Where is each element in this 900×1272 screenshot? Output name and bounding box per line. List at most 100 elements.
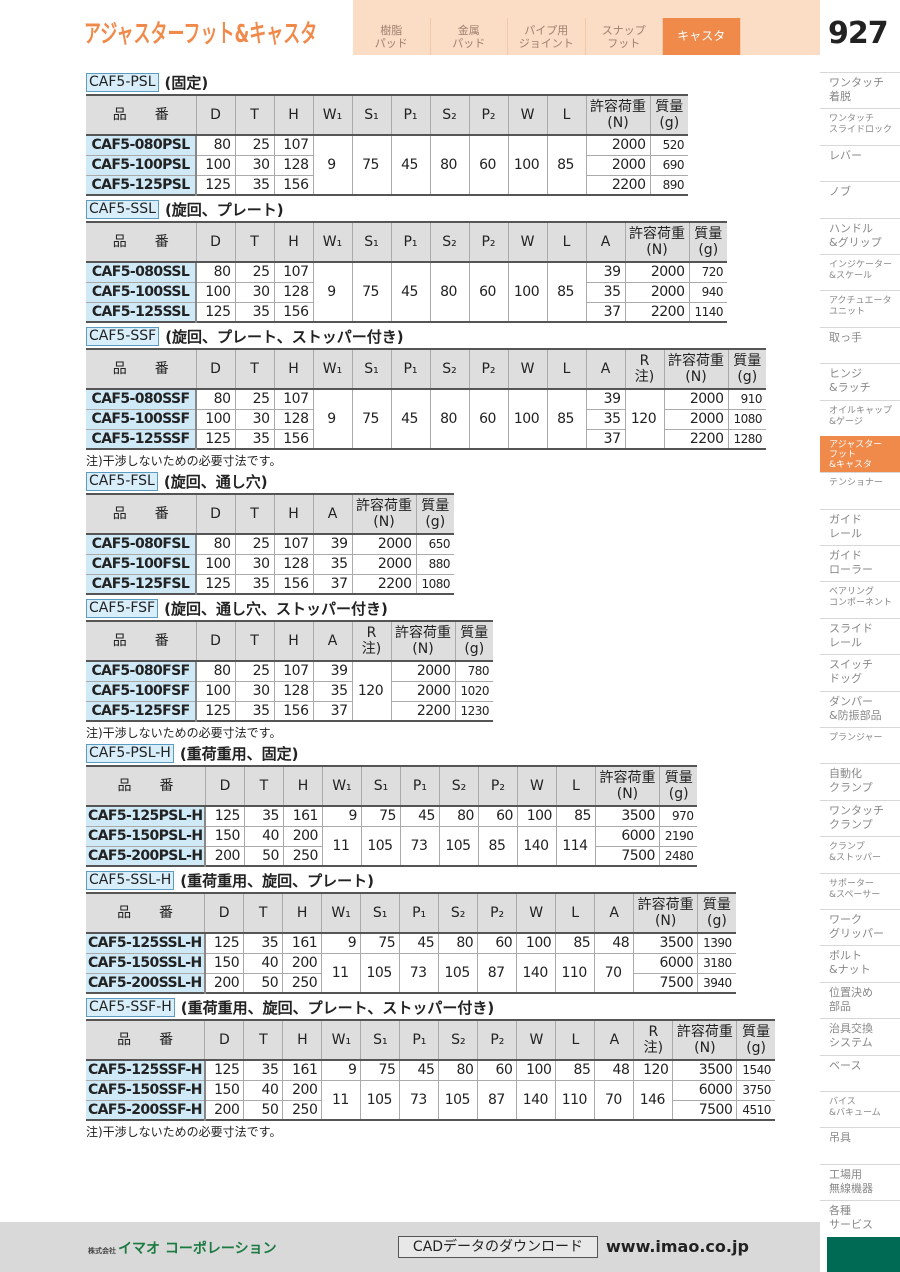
spec-value: 75 [360,933,400,954]
sidebar-item[interactable]: ワンタッチ スライドロック [820,108,900,144]
column-header: S₂ [429,95,469,136]
spec-value: 80 [195,389,235,410]
table-row: CAF5-100SSF 100 30 128 35 2000 1080 [86,409,766,430]
sidebar-item[interactable]: アクチュエータ ユニット [820,290,900,326]
sidebar-item[interactable]: ベース [820,1054,900,1091]
spec-value: 2480 [658,846,698,867]
column-header: W [516,1020,556,1061]
sidebar-item[interactable]: 工場用 無線機器 [820,1163,900,1200]
tab-1[interactable]: 金属 パッド [431,18,508,55]
column-header: 品 番 [86,766,206,807]
sidebar-item[interactable]: 各種 サービス [820,1200,900,1236]
spec-value: 35 [243,1060,283,1081]
cad-download-button[interactable]: CADデータのダウンロード [398,1236,598,1258]
tab-0[interactable]: 樹脂 パッド [353,18,431,55]
table-row: CAF5-080PSL 80 25 107 9 75 45 80 60 100 85 2000 520 [86,135,688,196]
series-code: CAF5-SSF [86,326,160,346]
sidebar-item[interactable]: ダンパー &防振部品 [820,690,900,727]
sidebar-item[interactable]: クランプ &ストッパー [820,836,900,872]
spec-value: 2000 [585,135,650,156]
table-row: CAF5-125SSF-H 125 35 161 9 75 45 80 60 100 85 48 120… [86,1060,775,1081]
spec-value: 128 [273,681,313,702]
table-row: CAF5-150SSF-H 150 40 200 11 105 73 105 87 140 110 7… [86,1080,775,1121]
column-header: P₂ [468,222,508,263]
sidebar-item[interactable]: レバー [820,144,900,181]
column-header: H [282,1020,322,1061]
column-header: D [195,494,235,535]
part-number: CAF5-100FSF [86,681,197,702]
spec-value: 650 [415,534,454,555]
sidebar-item[interactable]: ガイド ローラー [820,545,900,581]
sidebar-item[interactable]: 治具交換 システム [820,1018,900,1054]
spec-value: 73 [399,826,440,867]
table-row: CAF5-080FSL 80 25 107 39 2000 650 [86,534,454,555]
column-header: T [234,494,274,535]
tab-4[interactable]: キャスタ [663,18,741,55]
spec-value: 2200 [390,701,455,722]
spec-value: 128 [273,282,313,303]
column-header: D [204,766,245,807]
spec-value: 40 [243,953,283,974]
part-number: CAF5-200PSL-H [86,846,207,867]
spec-value: 35 [234,429,274,450]
column-header: A [312,621,352,662]
column-header: S₁ [360,893,400,934]
sidebar-item[interactable]: スイッチ ドッグ [820,654,900,690]
website-link[interactable]: www.imao.co.jp [606,1237,749,1256]
sidebar-item[interactable]: オイルキャップ &ゲージ [820,399,900,436]
spec-value: 30 [234,409,274,430]
spec-value: 35 [312,681,352,702]
spec-value: 1280 [727,429,766,450]
sidebar-item[interactable]: ヒンジ &ラッチ [820,363,900,399]
column-header: P₂ [477,1020,517,1061]
sidebar-item[interactable]: サポーター &スペーサー [820,872,900,909]
sidebar-item[interactable]: ハンドル &グリップ [820,217,900,254]
column-header: L [546,349,586,390]
sidebar-item[interactable]: ワンタッチ 着脱 [820,72,900,108]
column-header: P₂ [468,349,508,390]
sidebar-item[interactable]: 自動化 クランプ [820,763,900,799]
spec-value: 107 [273,661,313,682]
sidebar-item[interactable]: 取っ手 [820,326,900,363]
sidebar-item[interactable]: スライド レール [820,617,900,654]
column-header: T [234,621,274,662]
sidebar-item[interactable]: 吊具 [820,1127,900,1163]
part-number: CAF5-125PSL [86,175,197,196]
sidebar-item[interactable]: ボルト &ナット [820,945,900,981]
spec-value: 73 [399,1080,439,1121]
sidebar-item[interactable]: ノブ [820,181,900,217]
spec-value: 9 [312,389,352,450]
sidebar-item[interactable]: ワンタッチ クランプ [820,799,900,836]
spec-value: 39 [312,661,352,682]
table-header-row: 品 番 D T H W₁ S₁ P₁ S₂ P₂ W L 許容荷重 (N) 質量 (g) [86,766,698,807]
sidebar-item[interactable]: アジャスター フット &キャスタ [820,435,900,473]
sidebar-item[interactable]: ワーク グリッパー [820,908,900,945]
spec-value: 150 [204,953,244,974]
sidebar-item[interactable]: ガイド レール [820,508,900,545]
column-header: L [546,95,586,136]
part-number: CAF5-100SSF [86,409,197,430]
sidebar-footer-block [827,1237,900,1272]
section-title: CAF5-SSF-H (重荷重用、旋回、プレート、ストッパー付き) [86,997,816,1017]
sidebar-item[interactable]: 位置決め 部品 [820,981,900,1018]
table-row: CAF5-125PSL 125 35 156 2200 890 [86,175,688,196]
spec-value: 80 [195,135,235,156]
spec-value: 30 [234,681,274,702]
sidebar-item[interactable]: インジケーター &スケール [820,253,900,290]
spec-value: 105 [438,826,479,867]
sidebar-item[interactable]: テンショナー [820,472,900,508]
table-row: CAF5-125SSL-H 125 35 161 9 75 45 80 60 100 85 48 350… [86,933,736,954]
spec-value: 85 [555,806,596,827]
spec-value: 120 [624,389,664,450]
sidebar-item[interactable]: バイス &バキューム [820,1090,900,1127]
tab-3[interactable]: スナップ フット [586,18,663,55]
spec-value: 39 [585,389,625,410]
spec-table: 品 番 D T H W₁ S₁ P₁ S₂ P₂ W L A R 注) 許容荷重 (N) 質量 (g) CAF… [86,348,766,450]
table-row: CAF5-125FSF 125 35 156 37 2200 1230 [86,701,493,722]
spec-value: 2190 [658,826,698,847]
column-header: A [594,893,634,934]
sidebar-item[interactable]: プランジャー [820,727,900,763]
tab-2[interactable]: パイプ用 ジョイント [508,18,586,55]
spec-value: 2000 [624,282,689,303]
sidebar-item[interactable]: ベアリング コンポーネント [820,581,900,617]
